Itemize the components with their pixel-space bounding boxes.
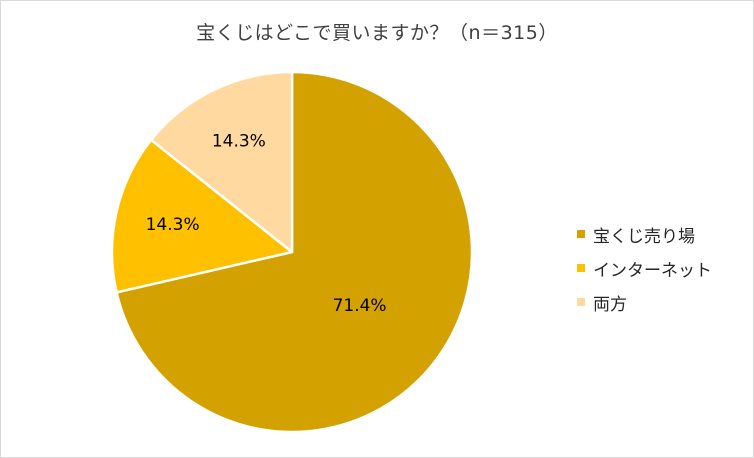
- legend: 宝くじ売り場 インターネット 両方: [577, 217, 712, 319]
- legend-label: 宝くじ売り場: [593, 226, 695, 247]
- slice-data-label: 14.3%: [212, 132, 266, 152]
- slice-internet: [110, 138, 294, 294]
- chart-title: 宝くじはどこで買いますか？（n＝315）: [196, 22, 558, 44]
- slice-both: [149, 70, 294, 254]
- slice-data-label: 14.3%: [146, 215, 200, 235]
- legend-label: 両方: [593, 294, 627, 315]
- legend-item-both: 両方: [577, 285, 712, 319]
- legend-swatch: [577, 264, 585, 272]
- slice-ticket-booth: [115, 70, 474, 434]
- legend-swatch: [577, 298, 585, 306]
- legend-swatch: [577, 230, 585, 238]
- legend-item-ticket-booth: 宝くじ売り場: [577, 217, 712, 251]
- slice-data-label: 71.4%: [333, 296, 387, 316]
- legend-label: インターネット: [593, 260, 712, 281]
- legend-item-internet: インターネット: [577, 251, 712, 285]
